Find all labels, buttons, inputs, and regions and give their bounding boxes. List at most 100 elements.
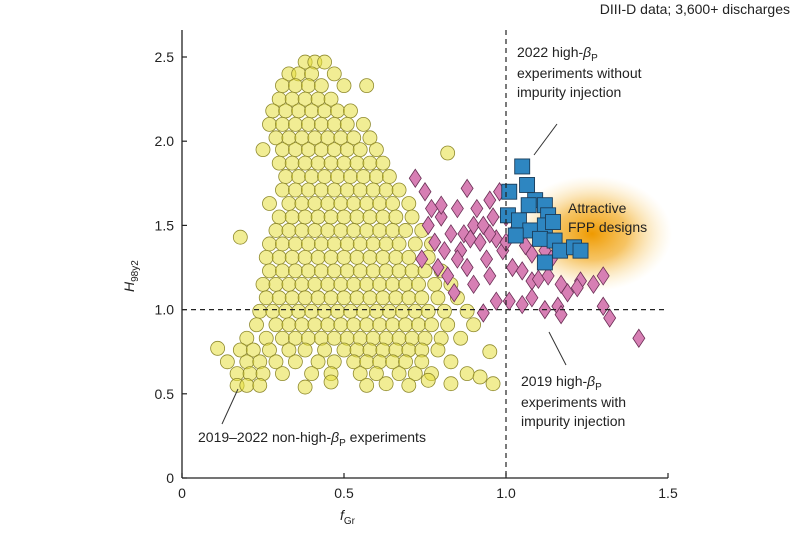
data-point-circle <box>271 209 287 225</box>
data-point-circle <box>300 142 316 158</box>
data-point-circle <box>359 78 375 94</box>
data-point-circle <box>336 342 352 358</box>
series-non_high_bp <box>210 54 501 395</box>
data-point-circle <box>284 155 300 171</box>
data-point-square <box>536 254 553 271</box>
data-point-diamond <box>447 283 461 303</box>
data-point-circle <box>362 209 378 225</box>
data-point-circle <box>304 366 320 381</box>
data-point-circle <box>443 376 459 392</box>
data-point-circle <box>349 290 365 306</box>
data-point-square <box>501 183 518 200</box>
data-point-square <box>572 242 589 259</box>
data-point-circle <box>320 196 336 211</box>
data-point-circle <box>346 223 362 238</box>
data-point-circle <box>262 116 277 132</box>
data-point-circle <box>482 344 498 360</box>
data-point-diamond <box>467 274 481 295</box>
data-point-circle <box>307 317 323 333</box>
data-point-circle <box>323 374 339 390</box>
data-point-circle <box>249 317 264 333</box>
y-tick-label: 2.0 <box>155 133 175 149</box>
data-point-circle <box>359 276 375 292</box>
data-point-circle <box>310 290 326 306</box>
data-point-circle <box>333 276 349 292</box>
data-point-circle <box>443 354 459 370</box>
annotation-text: experiments <box>346 429 426 445</box>
data-point-circle <box>372 196 388 211</box>
data-point-circle <box>262 236 277 252</box>
annotation-no-impurity: 2022 high-βP experiments without impurit… <box>517 44 642 156</box>
data-point-circle <box>330 303 345 319</box>
data-point-circle <box>239 377 255 393</box>
data-point-circle <box>300 78 316 94</box>
data-point-circle <box>271 155 287 171</box>
series-impurity_2019 <box>408 168 646 348</box>
data-point-circle <box>268 354 284 370</box>
data-point-circle <box>317 169 332 184</box>
data-point-circle <box>252 377 268 393</box>
data-point-circle <box>304 303 320 319</box>
data-point-circle <box>310 209 326 225</box>
data-point-circle <box>378 236 394 252</box>
data-point-circle <box>440 317 456 333</box>
data-point-diamond <box>424 198 438 219</box>
data-point-circle <box>326 236 342 252</box>
data-point-circle <box>326 330 342 346</box>
data-point-circle <box>330 169 345 184</box>
data-point-circle <box>297 290 313 306</box>
data-point-circle <box>346 130 362 146</box>
chart-header: DIII-D data; 3,600+ discharges <box>600 1 790 17</box>
data-point-diamond <box>515 261 529 281</box>
data-point-diamond <box>525 288 539 308</box>
data-point-circle <box>255 276 271 292</box>
data-point-circle <box>362 290 378 306</box>
data-point-diamond <box>450 249 464 269</box>
data-point-circle <box>362 155 378 171</box>
data-point-circle <box>287 142 303 158</box>
data-point-circle <box>317 54 332 70</box>
data-point-circle <box>394 303 410 319</box>
data-point-circle <box>313 116 329 132</box>
data-point-circle <box>352 182 368 198</box>
data-point-circle <box>326 116 342 132</box>
data-point-circle <box>336 249 352 265</box>
data-point-circle <box>323 91 339 107</box>
data-point-circle <box>255 142 271 158</box>
subscript: P <box>595 382 602 393</box>
data-point-circle <box>326 142 342 158</box>
data-point-circle <box>372 276 388 292</box>
data-point-circle <box>304 169 320 184</box>
data-point-circle <box>323 249 339 265</box>
data-point-circle <box>336 78 352 94</box>
data-point-diamond <box>431 257 445 278</box>
data-point-circle <box>368 169 384 184</box>
data-point-diamond <box>570 277 584 298</box>
data-point-diamond <box>541 266 555 286</box>
data-point-circle <box>297 379 313 395</box>
data-point-circle <box>372 223 388 238</box>
data-point-diamond <box>421 215 435 236</box>
data-point-circle <box>472 369 488 385</box>
data-point-diamond <box>473 232 487 252</box>
data-point-circle <box>346 317 362 333</box>
data-point-circle <box>275 142 290 158</box>
data-point-circle <box>287 182 303 198</box>
data-point-diamond <box>441 266 455 286</box>
data-point-circle <box>356 169 371 184</box>
data-point-circle <box>317 103 332 119</box>
data-point-circle <box>300 116 316 132</box>
data-point-circle <box>291 103 307 119</box>
data-point-diamond <box>486 207 500 227</box>
data-point-circle <box>362 130 378 146</box>
data-point-circle <box>420 303 436 319</box>
data-point-circle <box>437 303 452 319</box>
data-point-diamond <box>408 168 422 188</box>
data-point-circle <box>352 366 368 381</box>
data-point-circle <box>271 290 287 306</box>
data-point-circle <box>352 236 368 252</box>
data-point-circle <box>401 290 417 306</box>
y-tick-label: 1.0 <box>155 302 175 318</box>
data-point-diamond <box>415 249 429 269</box>
